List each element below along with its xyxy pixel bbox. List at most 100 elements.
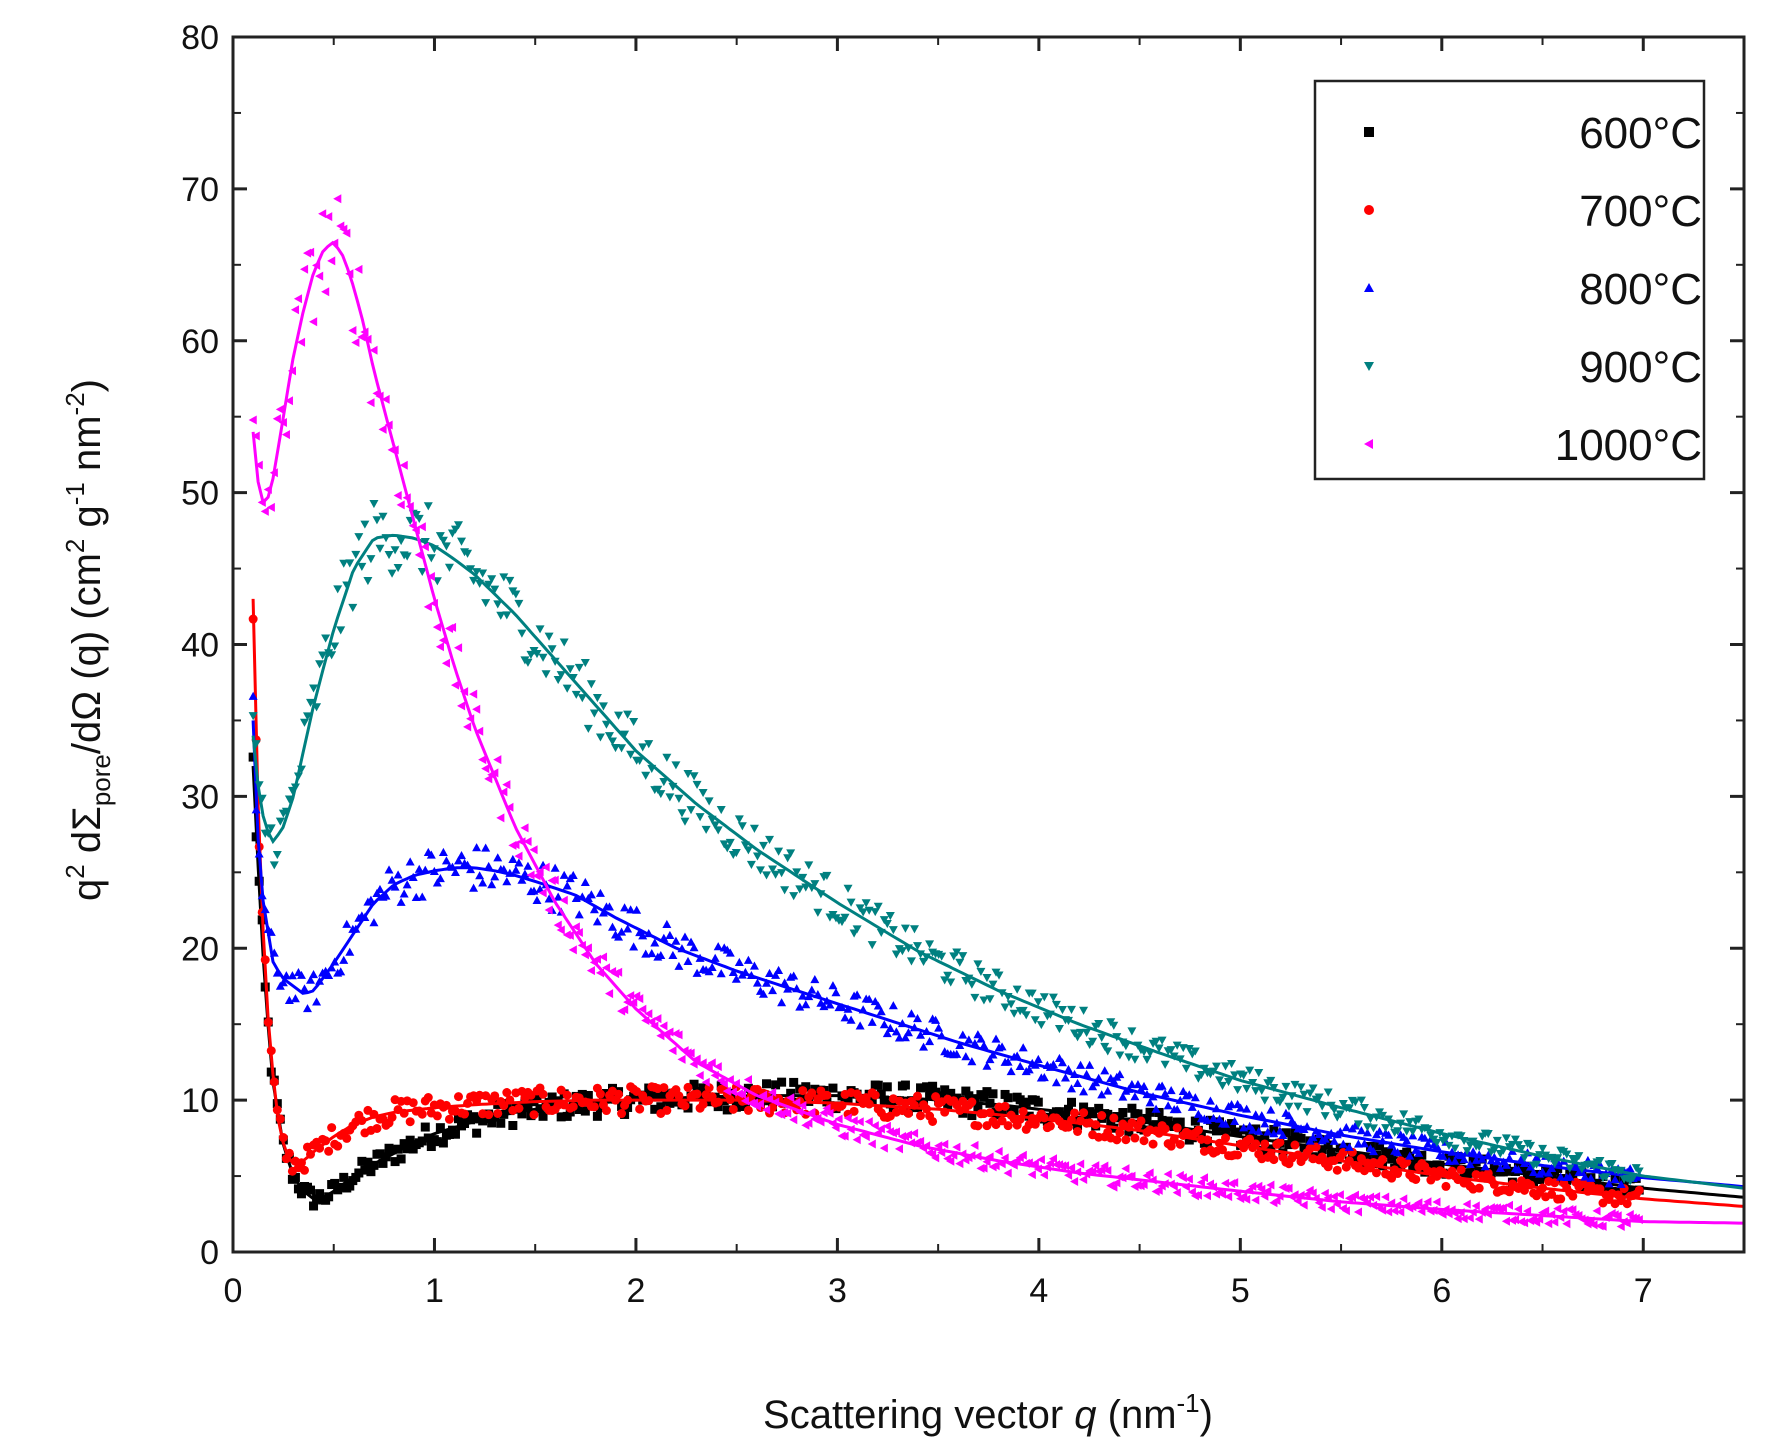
data-point — [964, 1035, 974, 1044]
data-point — [922, 953, 932, 962]
data-point — [774, 847, 784, 856]
data-point — [499, 573, 509, 582]
data-point — [1260, 1191, 1269, 1201]
data-point — [783, 984, 793, 993]
data-point — [922, 1141, 931, 1151]
data-point — [1063, 1016, 1073, 1025]
data-point — [1103, 1109, 1113, 1119]
data-point — [952, 1049, 962, 1058]
data-point — [997, 1042, 1007, 1051]
data-point — [882, 920, 892, 929]
data-point — [626, 905, 636, 914]
data-point — [952, 1142, 961, 1152]
data-point — [1257, 1184, 1266, 1194]
data-point — [487, 1118, 497, 1128]
data-point — [1079, 1102, 1089, 1112]
data-point — [789, 1077, 799, 1087]
data-point — [982, 1087, 992, 1097]
data-point — [1070, 1177, 1079, 1187]
data-point — [1060, 1161, 1070, 1171]
data-point — [1221, 1062, 1231, 1071]
data-point — [922, 1104, 932, 1114]
data-point — [1320, 1112, 1330, 1121]
data-point — [958, 1030, 968, 1039]
data-point — [1063, 1104, 1073, 1114]
data-point — [1127, 1171, 1136, 1181]
data-point — [650, 938, 660, 947]
data-point — [831, 1123, 840, 1133]
data-point — [1308, 1188, 1317, 1198]
data-point — [900, 1033, 910, 1042]
data-point — [1009, 1106, 1019, 1116]
data-point — [725, 948, 735, 957]
data-point — [1556, 1194, 1566, 1204]
data-point — [472, 1128, 482, 1138]
data-point — [638, 743, 648, 752]
data-point — [269, 468, 278, 478]
data-point — [798, 873, 808, 883]
data-point — [559, 870, 569, 879]
data-point — [882, 1121, 891, 1131]
y-label-g: g — [65, 505, 109, 538]
data-point — [1148, 1175, 1157, 1185]
data-point — [402, 552, 412, 561]
data-point — [475, 871, 485, 880]
data-point — [1586, 1173, 1596, 1182]
data-point — [1100, 1066, 1110, 1075]
data-point — [1607, 1159, 1617, 1169]
data-point — [463, 722, 472, 732]
data-point — [1091, 1120, 1101, 1130]
data-point — [580, 877, 590, 886]
data-point — [840, 913, 850, 922]
data-point — [752, 852, 762, 861]
data-point — [1133, 1109, 1143, 1119]
data-point — [1030, 1060, 1040, 1069]
data-point — [1332, 1165, 1342, 1175]
data-point — [447, 622, 457, 632]
data-point — [798, 1101, 807, 1111]
data-point — [879, 1143, 888, 1153]
data-point — [985, 1098, 995, 1108]
data-point — [1160, 1179, 1169, 1189]
data-point — [1465, 1168, 1475, 1178]
data-point — [466, 565, 476, 574]
data-point — [309, 969, 319, 979]
data-point — [1384, 1130, 1394, 1139]
data-point — [1326, 1204, 1335, 1214]
data-point — [441, 856, 451, 865]
data-point — [1205, 1096, 1215, 1105]
data-point — [807, 1107, 816, 1117]
data-point — [1045, 1121, 1055, 1131]
data-point — [251, 740, 261, 749]
data-point — [1211, 1126, 1221, 1136]
data-point — [514, 1103, 524, 1113]
data-point — [484, 861, 494, 871]
data-point — [698, 1058, 707, 1068]
data-point — [408, 1098, 418, 1108]
data-point — [689, 943, 699, 952]
data-point — [248, 691, 258, 700]
data-point — [743, 955, 753, 964]
data-point — [1073, 1121, 1083, 1131]
data-point — [435, 874, 445, 883]
data-point — [1094, 1019, 1104, 1029]
data-point — [532, 1091, 542, 1101]
y-tick-label: 30 — [181, 778, 219, 816]
data-point — [1127, 1079, 1137, 1089]
data-point — [662, 753, 672, 762]
data-point — [1462, 1147, 1472, 1156]
data-point — [958, 1149, 967, 1159]
data-point — [544, 905, 553, 915]
data-point — [402, 880, 412, 889]
legend-label: 1000°C — [1555, 421, 1702, 470]
data-point — [574, 663, 584, 672]
data-point — [768, 865, 778, 874]
data-point — [780, 978, 790, 987]
data-point — [1139, 1180, 1148, 1190]
data-point — [532, 895, 542, 904]
data-point — [263, 829, 273, 838]
data-point — [1266, 1076, 1276, 1085]
data-point — [1468, 1137, 1478, 1146]
data-point — [1541, 1206, 1550, 1216]
data-point — [870, 1121, 879, 1131]
